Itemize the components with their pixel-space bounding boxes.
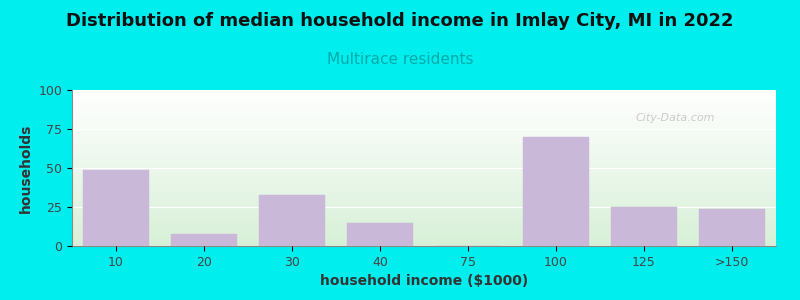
Bar	[347, 223, 413, 246]
Text: City-Data.com: City-Data.com	[635, 113, 714, 123]
Text: Multirace residents: Multirace residents	[326, 52, 474, 68]
Bar	[611, 207, 677, 246]
Bar	[699, 208, 765, 246]
X-axis label: household income ($1000): household income ($1000)	[320, 274, 528, 288]
Text: Distribution of median household income in Imlay City, MI in 2022: Distribution of median household income …	[66, 12, 734, 30]
Bar	[259, 194, 325, 246]
Bar	[523, 137, 589, 246]
Bar	[171, 233, 237, 246]
Bar	[83, 169, 149, 246]
Y-axis label: households: households	[19, 123, 33, 213]
